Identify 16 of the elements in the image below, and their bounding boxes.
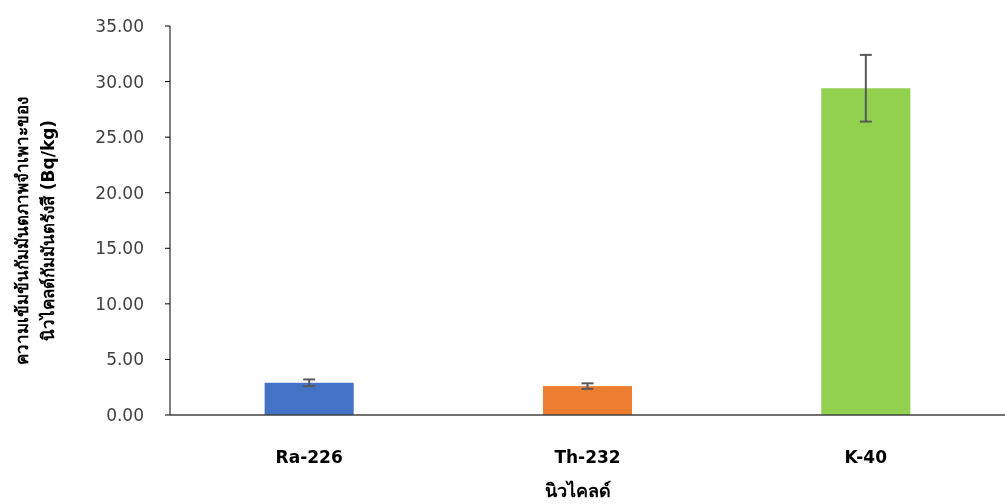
y-tick-label: 20.00 — [95, 182, 144, 203]
y-tick-label: 35.00 — [95, 16, 144, 36]
bar — [542, 386, 633, 415]
y-tick-label: 10.00 — [95, 293, 144, 314]
y-tick-label: 15.00 — [95, 238, 144, 259]
x-axis-title: นิวไคลด์ — [544, 480, 611, 501]
bar — [821, 88, 911, 415]
y-tick-label: 25.00 — [95, 127, 144, 148]
x-tick-label: Th-232 — [554, 447, 621, 467]
bar — [264, 382, 354, 415]
y-tick-label: 5.00 — [106, 349, 144, 370]
x-tick-label: Ra-226 — [275, 447, 343, 467]
y-tick-label: 0.00 — [106, 405, 144, 425]
y-tick-label: 30.00 — [95, 71, 144, 92]
x-tick-label: K-40 — [844, 447, 888, 467]
y-axis-title: ความเข้มข้นกัมมันตภาพจำเพาะของ นิวไคลด์กัมมันตรังสี (Bq/kg) — [12, 96, 58, 365]
